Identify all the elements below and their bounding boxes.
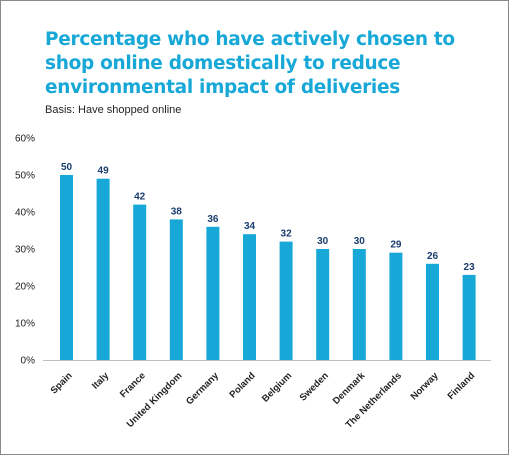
bar (96, 178, 110, 360)
x-tick-label: Spain (49, 370, 75, 396)
data-label: 34 (244, 221, 256, 232)
x-tick-label: Denmark (331, 370, 368, 407)
y-tick-label: 0% (21, 356, 36, 367)
y-tick-label: 30% (15, 245, 35, 256)
bar (279, 241, 293, 360)
bar (243, 234, 256, 360)
bar (60, 175, 73, 360)
x-tick-label: Germany (184, 370, 221, 407)
data-label: 26 (427, 251, 439, 262)
x-tick-label: Sweden (298, 370, 331, 403)
x-tick-label: Italy (90, 370, 112, 392)
x-tick-label: France (118, 370, 148, 400)
bar (169, 219, 183, 360)
y-tick-label: 60% (15, 134, 35, 145)
y-tick-label: 50% (15, 171, 35, 182)
chart-title: Percentage who have actively chosen to s… (45, 29, 455, 98)
data-label: 30 (317, 236, 329, 247)
y-tick-label: 10% (15, 319, 35, 330)
chart-subtitle: Basis: Have shopped online (45, 104, 182, 116)
bar (426, 263, 439, 360)
data-label: 49 (98, 166, 110, 177)
data-label: 50 (61, 162, 73, 173)
bar (206, 226, 220, 360)
bar (316, 249, 330, 360)
data-label: 23 (464, 262, 476, 273)
bar (462, 274, 476, 360)
data-label: 36 (207, 214, 219, 225)
bar (352, 249, 366, 360)
y-tick-label: 20% (15, 282, 35, 293)
bar (389, 252, 403, 360)
data-label: 29 (390, 240, 402, 251)
x-tick-label: Finland (446, 370, 478, 402)
data-label: 42 (134, 192, 146, 203)
x-tick-label: Norway (409, 370, 442, 403)
x-tick-label: Belgium (260, 370, 294, 404)
x-tick-label: Poland (227, 370, 257, 400)
bar (133, 204, 147, 360)
data-label: 32 (281, 229, 293, 240)
data-label: 38 (171, 206, 183, 217)
data-label: 30 (354, 236, 366, 247)
y-tick-label: 40% (15, 208, 35, 219)
